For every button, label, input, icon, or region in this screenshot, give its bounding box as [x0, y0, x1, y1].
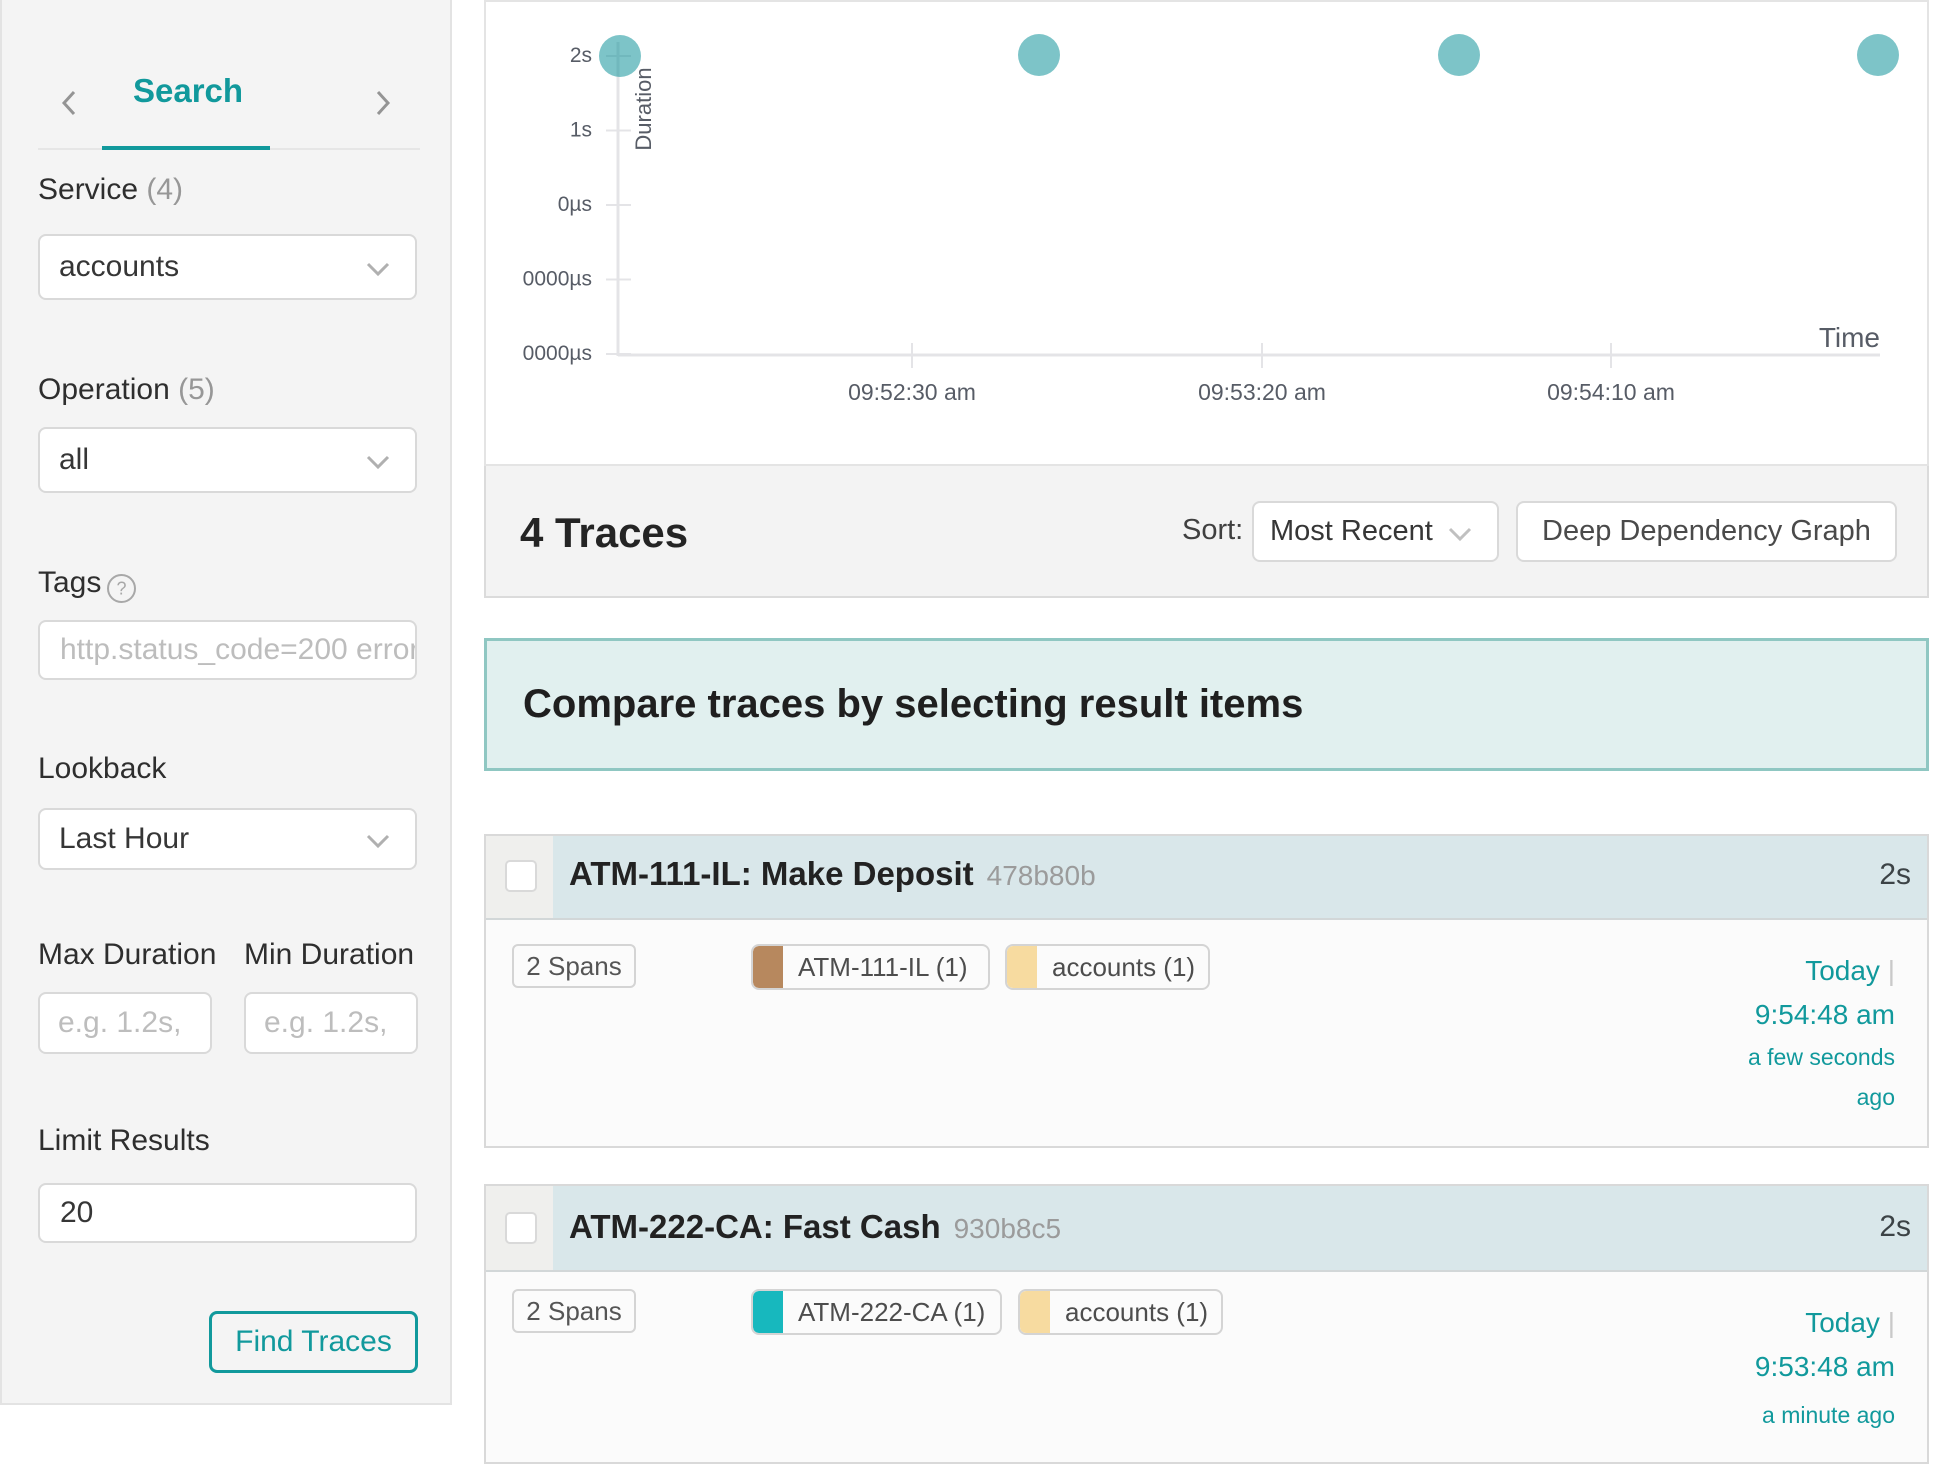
svg-text:0000µs: 0000µs	[523, 342, 592, 365]
svg-text:?: ?	[116, 579, 126, 599]
svg-text:2s: 2s	[570, 44, 592, 67]
svg-text:Duration: Duration	[631, 67, 656, 150]
svg-text:09:52:30 am: 09:52:30 am	[848, 379, 976, 405]
svg-text:1s: 1s	[570, 119, 592, 142]
svg-text:0µs: 0µs	[558, 193, 592, 216]
svg-text:0000µs: 0000µs	[523, 268, 592, 291]
svg-text:09:54:10 am: 09:54:10 am	[1547, 379, 1675, 405]
svg-text:Time: Time	[1819, 322, 1880, 353]
svg-text:09:53:20 am: 09:53:20 am	[1198, 379, 1326, 405]
